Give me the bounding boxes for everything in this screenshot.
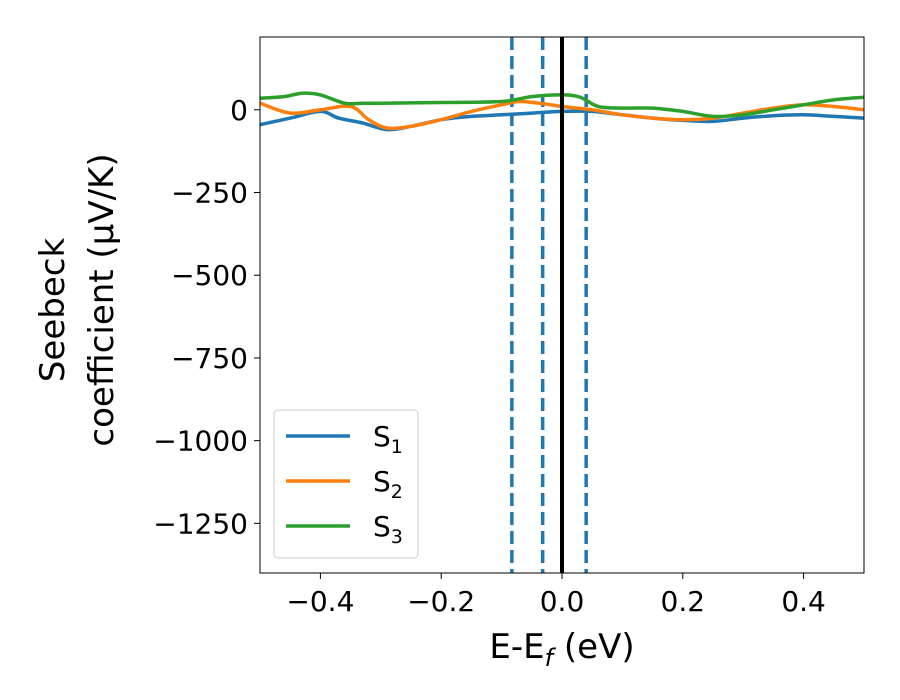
y-tick-label: −1250: [153, 507, 248, 540]
y-tick-label: −1000: [153, 425, 248, 458]
x-tick-label: 0.2: [661, 585, 706, 618]
y-axis-title-line1: Seebeck: [33, 238, 73, 383]
y-axis-title-line2: coefficient (μV/K): [82, 153, 122, 446]
series-line-s3: [260, 91, 864, 119]
y-axis: 0 −250 −500 −750 −1000 −1250: [153, 94, 260, 540]
x-axis-title: E-Ef (eV): [489, 627, 634, 672]
legend-label-s2: S2: [373, 465, 403, 503]
legend-label-s3: S3: [373, 510, 403, 548]
x-tick-label: −0.2: [407, 585, 475, 618]
y-tick-label: 0: [230, 94, 248, 127]
series-line-s2: [260, 99, 864, 131]
legend: S1 S2 S3: [273, 409, 419, 559]
legend-label-s1: S1: [373, 420, 403, 458]
x-tick-label: 0.4: [781, 585, 826, 618]
reference-lines: [510, 37, 588, 573]
series-line-s1: [260, 109, 864, 132]
x-tick-label: 0.0: [540, 585, 585, 618]
y-tick-label: −750: [171, 342, 248, 375]
y-tick-label: −500: [171, 259, 248, 292]
series-layer: [260, 37, 864, 573]
x-tick-label: −0.4: [286, 585, 354, 618]
x-axis: −0.4 −0.2 0.0 0.2 0.4: [286, 573, 826, 618]
y-tick-label: −250: [171, 177, 248, 210]
legend-frame: [273, 409, 419, 559]
